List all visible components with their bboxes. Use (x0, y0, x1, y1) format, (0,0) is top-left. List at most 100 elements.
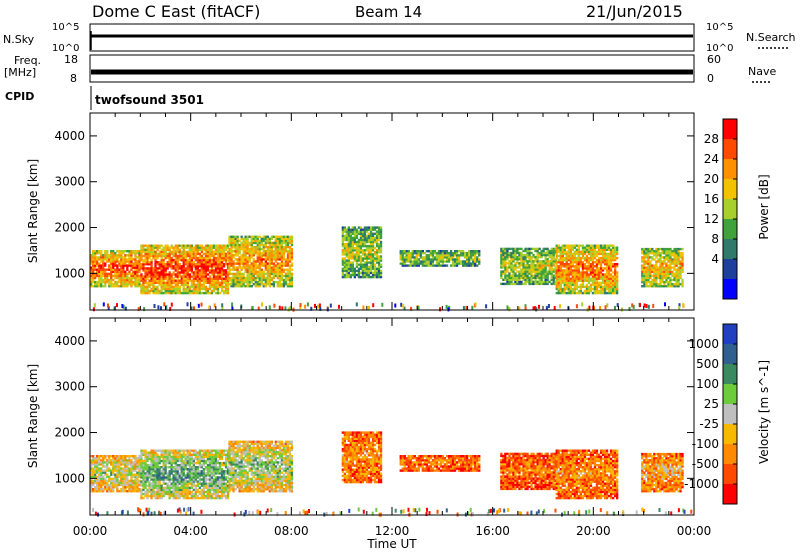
power-cell (130, 285, 133, 288)
power-cell (174, 256, 177, 260)
power-cell (512, 268, 515, 271)
power-cell (429, 252, 433, 255)
power-cell (200, 244, 203, 247)
velocity-cell (160, 486, 163, 489)
power-cell (134, 280, 137, 284)
power-cell (581, 302, 584, 307)
velocity-cell (150, 468, 153, 471)
velocity-cell (138, 469, 141, 472)
power-cell (220, 244, 224, 247)
power-cell (206, 256, 210, 260)
power-cell (90, 272, 93, 276)
power-cell (100, 268, 103, 271)
power-cell (601, 267, 605, 270)
power-cell (120, 266, 123, 269)
power-cell (220, 258, 224, 262)
power-cell (146, 256, 149, 260)
velocity-cell (140, 451, 143, 454)
power-cell (126, 278, 129, 282)
power-cell (559, 283, 562, 287)
power-cell (194, 277, 197, 280)
power-cell (536, 280, 539, 284)
power-cell (122, 272, 125, 276)
power-cell (571, 246, 574, 249)
power-cell (563, 285, 566, 289)
power-cell (202, 263, 205, 266)
power-cell (186, 263, 189, 266)
velocity-cell (104, 465, 107, 468)
power-cell (126, 272, 129, 276)
power-cell (240, 266, 243, 269)
power-cell (546, 272, 549, 275)
power-cell (518, 278, 521, 281)
velocity-cell (140, 476, 143, 479)
power-cell (172, 252, 175, 256)
power-cell (178, 273, 181, 276)
power-cell (559, 279, 562, 282)
power-cell (504, 253, 507, 257)
power-cell (609, 248, 613, 251)
power-cell (208, 244, 212, 247)
power-cell (601, 291, 605, 295)
power-cell (108, 278, 111, 282)
power-cell (116, 264, 119, 267)
velocity-cell (140, 490, 143, 494)
power-cell (282, 258, 286, 261)
power-cell (274, 241, 277, 245)
velocity-cell (158, 482, 161, 485)
power-cell (530, 262, 533, 265)
power-cell (202, 277, 205, 280)
power-cell (595, 269, 599, 272)
power-cell (345, 263, 348, 266)
power-cell (244, 254, 247, 257)
power-cell (643, 283, 646, 286)
power-cell (174, 275, 177, 278)
power-cell (361, 263, 365, 266)
power-cell (130, 278, 133, 282)
power-cell (645, 262, 648, 265)
power-cell (228, 258, 231, 261)
power-cell (677, 266, 680, 269)
power-cell (208, 261, 212, 264)
power-cell (455, 256, 459, 259)
power-cell (98, 266, 101, 269)
power-cell (256, 283, 259, 286)
power-cell (160, 277, 163, 280)
power-cell (550, 249, 553, 253)
power-cell (500, 251, 503, 255)
power-cell (528, 253, 531, 257)
power-cell (208, 256, 212, 260)
power-cell (571, 248, 574, 251)
power-cell (675, 276, 678, 280)
power-cell (369, 249, 373, 252)
power-cell (589, 252, 593, 256)
power-cell (645, 274, 648, 278)
velocity-cell (118, 459, 121, 462)
power-cell (349, 234, 352, 237)
velocity-cell (90, 488, 93, 491)
power-cell (524, 249, 527, 253)
power-cell (534, 280, 537, 284)
power-cell (595, 277, 599, 280)
velocity-cell (140, 492, 143, 496)
power-cell (250, 254, 253, 257)
power-cell (612, 279, 615, 282)
power-cell (601, 285, 605, 289)
velocity-cell (150, 455, 153, 459)
velocity-cell (124, 463, 127, 466)
power-cell (609, 291, 613, 295)
power-cell (118, 270, 121, 273)
power-cell (673, 274, 676, 278)
power-cell (373, 259, 377, 262)
power-cell (266, 241, 269, 245)
power-cell (671, 270, 674, 273)
power-cell (200, 283, 203, 287)
power-cell (168, 289, 171, 293)
power-cell (589, 273, 593, 276)
power-cell (585, 267, 589, 270)
velocity-cell (90, 469, 93, 472)
power-cell (502, 255, 505, 259)
power-cell (641, 260, 644, 263)
power-cell (604, 305, 607, 310)
power-cell (196, 267, 199, 270)
